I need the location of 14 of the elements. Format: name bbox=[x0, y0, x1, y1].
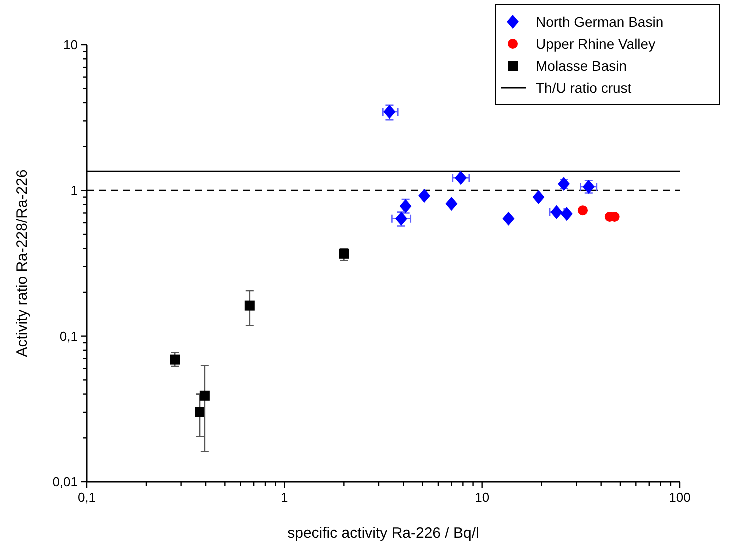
y-tick-label: 0,01 bbox=[52, 474, 78, 490]
x-tick-label: 0,1 bbox=[78, 490, 96, 505]
x-axis-title: specific activity Ra-226 / Bq/l bbox=[288, 525, 480, 542]
legend-label: Molasse Basin bbox=[536, 58, 628, 74]
x-tick-label: 100 bbox=[669, 490, 691, 505]
x-tick-label: 10 bbox=[475, 490, 490, 505]
y-tick-label: 0,1 bbox=[60, 328, 78, 344]
legend-label: Upper Rhine Valley bbox=[536, 36, 656, 52]
legend-label: Th/U ratio crust bbox=[536, 80, 632, 96]
x-tick-label: 1 bbox=[281, 490, 288, 505]
y-tick-label: 1 bbox=[70, 183, 78, 198]
y-axis-title: Activity ratio Ra-228/Ra-226 bbox=[14, 170, 31, 358]
y-tick-label: 10 bbox=[64, 38, 78, 52]
legend-label: North German Basin bbox=[536, 14, 664, 30]
